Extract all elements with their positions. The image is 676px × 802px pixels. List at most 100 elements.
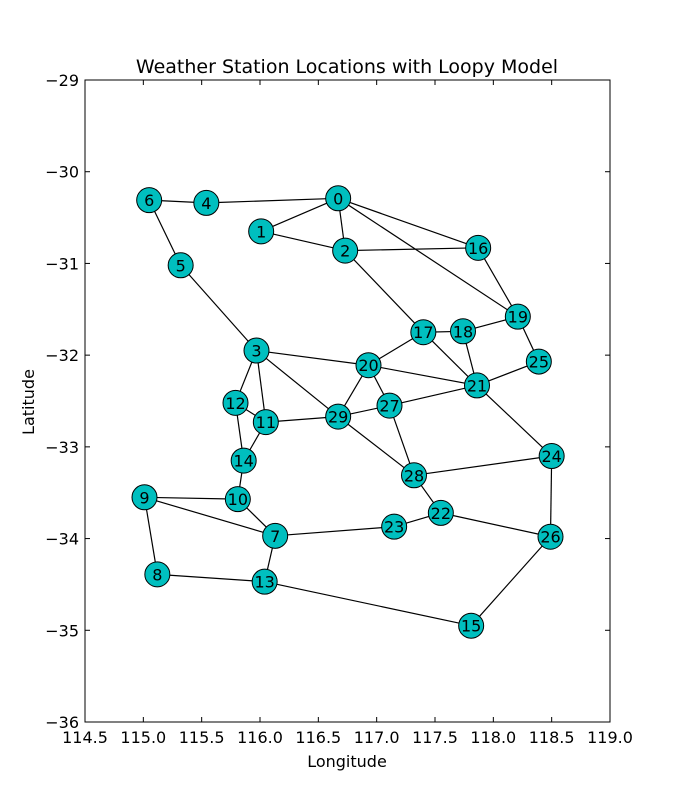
- edge-3-5: [180, 264, 257, 351]
- y-tick-label: −34: [45, 530, 79, 549]
- edge-24-26: [549, 456, 553, 537]
- x-tick-label: 116.0: [237, 728, 283, 747]
- station-label: 9: [139, 488, 149, 507]
- station-node-3: 3: [243, 337, 270, 364]
- edge-3-29: [256, 350, 339, 418]
- station-node-2: 2: [332, 237, 359, 264]
- station-label: 26: [540, 528, 560, 547]
- edge-16-19: [477, 247, 519, 317]
- station-marker: [537, 523, 564, 550]
- x-tick-label: 118.0: [470, 728, 516, 747]
- station-node-15: 15: [458, 612, 485, 639]
- station-node-11: 11: [252, 409, 279, 436]
- edge-9-7: [144, 496, 276, 537]
- station-node-29: 29: [325, 403, 352, 430]
- station-label: 18: [453, 322, 473, 341]
- station-node-28: 28: [401, 462, 427, 489]
- station-marker: [131, 484, 158, 511]
- edge-29-28: [337, 416, 415, 476]
- station-label: 4: [201, 194, 211, 213]
- edge-23-7: [275, 526, 395, 537]
- station-marker: [464, 372, 490, 399]
- y-tick-label: −29: [45, 71, 79, 90]
- station-label: 16: [468, 239, 488, 258]
- station-node-8: 8: [144, 561, 171, 588]
- station-label: 13: [254, 573, 274, 592]
- y-axis-label: Latitude: [19, 369, 38, 435]
- edge-0-4: [206, 197, 339, 204]
- station-node-27: 27: [376, 392, 403, 419]
- edge-9-10: [144, 496, 238, 500]
- edge-21-24: [476, 384, 553, 457]
- chart-title: Weather Station Locations with Loopy Mod…: [136, 56, 558, 78]
- station-marker: [332, 237, 359, 264]
- station-node-6: 6: [136, 187, 163, 214]
- x-tick-label: 114.5: [62, 728, 108, 747]
- y-tick-label: −35: [45, 621, 79, 640]
- station-label: 6: [144, 191, 154, 210]
- station-node-7: 7: [262, 522, 289, 549]
- edge-20-21: [368, 364, 478, 386]
- edge-3-20: [256, 349, 369, 366]
- station-label: 8: [152, 565, 162, 584]
- station-marker: [243, 337, 270, 364]
- station-marker: [410, 319, 437, 346]
- station-label: 14: [233, 452, 253, 471]
- station-marker: [538, 443, 565, 470]
- station-marker: [136, 187, 163, 214]
- station-label: 24: [541, 447, 561, 466]
- station-marker: [325, 403, 352, 430]
- station-marker: [248, 218, 275, 245]
- y-tick-label: −31: [45, 254, 79, 273]
- x-tick-label: 119.0: [587, 728, 633, 747]
- station-marker: [381, 513, 408, 540]
- station-node-18: 18: [450, 318, 476, 345]
- station-marker: [376, 392, 403, 419]
- station-marker: [525, 348, 552, 375]
- edge-15-13: [264, 581, 472, 627]
- station-marker: [355, 352, 382, 379]
- y-tick-label: −33: [45, 438, 79, 457]
- station-marker: [252, 409, 279, 436]
- x-tick-label: 117.0: [354, 728, 400, 747]
- station-node-16: 16: [465, 234, 492, 261]
- station-node-19: 19: [504, 303, 531, 330]
- station-label: 7: [270, 527, 280, 546]
- station-node-24: 24: [538, 443, 565, 470]
- station-label: 17: [413, 323, 433, 342]
- x-axis-label: Longitude: [307, 752, 387, 771]
- station-marker: [325, 185, 352, 212]
- station-node-9: 9: [131, 484, 158, 511]
- station-label: 29: [328, 408, 348, 427]
- y-tick-label: −32: [45, 346, 79, 365]
- station-node-23: 23: [381, 513, 408, 540]
- y-tick-label: −30: [45, 163, 79, 182]
- x-tick-label: 118.5: [529, 728, 575, 747]
- station-label: 0: [333, 189, 343, 208]
- station-marker: [504, 303, 531, 330]
- edge-13-8: [157, 573, 265, 583]
- station-label: 23: [384, 518, 404, 537]
- station-node-0: 0: [325, 185, 352, 212]
- station-node-1: 1: [248, 218, 275, 245]
- edge-22-26: [440, 512, 551, 538]
- station-node-5: 5: [167, 252, 194, 279]
- station-label: 28: [404, 466, 424, 485]
- station-label: 3: [251, 342, 261, 361]
- axis-ticks: 114.5 115.0 115.5 116.0 116.5 117.0 117.5 118.0…: [45, 71, 633, 747]
- edge-1-2: [261, 230, 346, 252]
- station-label: 10: [228, 490, 248, 509]
- station-marker: [262, 522, 289, 549]
- station-node-25: 25: [525, 348, 552, 375]
- station-node-4: 4: [193, 189, 220, 216]
- station-label: 15: [461, 617, 481, 636]
- station-marker: [224, 486, 251, 513]
- station-label: 27: [379, 397, 399, 416]
- station-label: 5: [176, 256, 186, 275]
- x-tick-label: 115.0: [120, 728, 166, 747]
- station-node-10: 10: [224, 486, 251, 513]
- station-node-14: 14: [230, 447, 257, 474]
- station-marker: [450, 318, 476, 345]
- station-marker: [401, 462, 427, 489]
- y-tick-label: −36: [45, 713, 79, 732]
